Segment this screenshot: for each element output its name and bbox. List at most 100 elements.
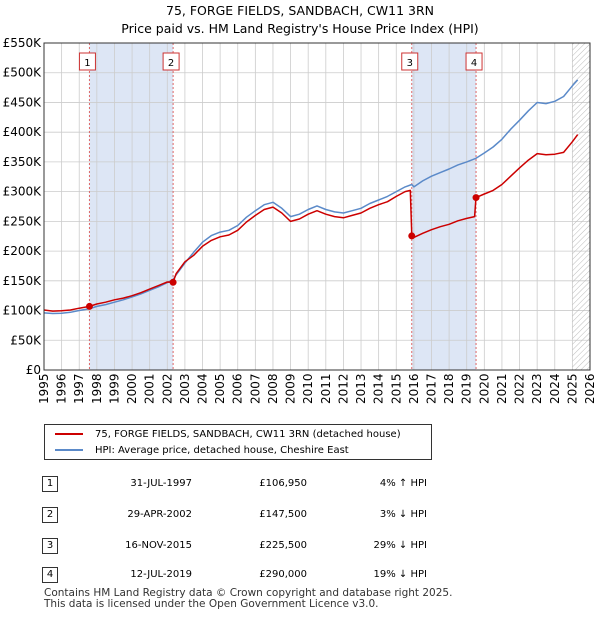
x-tick-label: 1995 [37,373,51,404]
x-tick-label: 2026 [583,373,597,404]
sale-number: 3 [42,538,58,554]
sale-date: 29-APR-2002 [127,509,192,520]
forecast-hatch [572,43,590,370]
x-tick-label: 2014 [372,373,386,404]
x-tick-label: 2002 [160,373,174,404]
sale-hpi-diff: 4% ↑ HPI [379,478,427,489]
sale-point-4 [472,194,480,202]
plot-frame [43,42,591,371]
x-tick-label: 1998 [90,373,104,404]
x-tick-label: 2011 [319,373,333,404]
sale-date: 16-NOV-2015 [125,540,192,551]
chart-title: 75, FORGE FIELDS, SANDBACH, CW11 3RN Pri… [0,2,600,38]
footer: Contains HM Land Registry data © Crown c… [44,588,452,610]
x-tick-label: 2024 [548,373,562,404]
sale-price: £106,950 [259,478,307,489]
footer-licence: This data is licensed under the Open Gov… [44,598,379,610]
x-tick-label: 2003 [178,373,192,404]
y-tick-label: £350K [3,155,43,169]
shaded-regions [44,43,590,370]
x-tick-label: 2019 [460,373,474,404]
x-tick-label: 2020 [477,373,491,404]
y-tick-label: £250K [3,214,43,228]
ownership-shade [89,43,174,370]
sale-number: 2 [42,507,58,523]
marker-box-1 [78,52,96,71]
y-tick-label: £500K [3,66,43,80]
legend-item-hpi: HPI: Average price, detached house, Ches… [55,443,349,459]
y-tick-label: £0 [26,363,41,377]
subtitle-line: Price paid vs. HM Land Registry's House … [121,21,479,36]
x-tick-label: 2009 [284,373,298,404]
legend-swatch-property [55,433,83,435]
x-tick-label: 2025 [565,373,579,404]
y-tick-label: £100K [3,304,43,318]
x-tick-label: 2018 [442,373,456,404]
forecast-region [572,43,590,370]
sale-hpi-diff: 19% ↓ HPI [373,569,427,580]
x-tick-label: 2021 [495,373,509,404]
y-tick-label: £150K [3,274,43,288]
hpi-line [43,79,579,315]
marker-box-3 [401,52,419,71]
x-tick-label: 1997 [72,373,86,404]
table-row: 3 16-NOV-2015 £225,500 29% ↓ HPI [42,536,442,556]
y-tick-label: £300K [3,185,43,199]
x-tick-label: 2012 [336,373,350,404]
y-tick-label: £550K [3,36,43,50]
sale-price: £290,000 [259,569,307,580]
sale-point-2 [169,278,177,286]
sale-point-3 [408,232,416,240]
marker-label-1: 1 [84,58,90,69]
legend: 75, FORGE FIELDS, SANDBACH, CW11 3RN (de… [44,424,432,460]
marker-label-2: 2 [168,58,174,69]
x-tick-label: 2006 [231,373,245,404]
y-tick-label: £450K [3,95,43,109]
y-tick-label: £200K [3,244,43,258]
x-tick-label: 2016 [407,373,421,404]
table-row: 2 29-APR-2002 £147,500 3% ↓ HPI [42,505,442,525]
x-tick-label: 2007 [248,373,262,404]
marker-box-2 [162,52,180,71]
x-tick-label: 2015 [389,373,403,404]
marker-label-4: 4 [471,58,477,69]
x-tick-label: 2013 [354,373,368,404]
marker-label-3: 3 [407,58,413,69]
table-row: 4 12-JUL-2019 £290,000 19% ↓ HPI [42,565,442,585]
x-tick-label: 2022 [513,373,527,404]
axes [43,42,591,371]
legend-item-property: 75, FORGE FIELDS, SANDBACH, CW11 3RN (de… [55,427,401,443]
ownership-shade [411,43,477,370]
y-tick-label: £400K [3,125,43,139]
x-tick-label: 2005 [213,373,227,404]
x-tick-label: 1999 [107,373,121,404]
sale-number: 1 [42,476,58,492]
sale-point-1 [85,302,93,310]
sale-points [85,194,480,310]
x-tick-label: 2000 [125,373,139,404]
sale-hpi-diff: 29% ↓ HPI [373,540,427,551]
title-line: 75, FORGE FIELDS, SANDBACH, CW11 3RN [166,3,434,18]
series-lines [43,79,579,315]
x-tick-label: 2010 [301,373,315,404]
marker-box-4 [465,52,483,71]
x-tick-label: 2023 [530,373,544,404]
footer-copyright: Contains HM Land Registry data © Crown c… [44,587,453,599]
table-row: 1 31-JUL-1997 £106,950 4% ↑ HPI [42,474,442,494]
property-line [43,134,579,312]
x-tick-label: 2004 [196,373,210,404]
sale-price: £147,500 [259,509,307,520]
x-tick-label: 2008 [266,373,280,404]
legend-label-hpi: HPI: Average price, detached house, Ches… [95,445,349,456]
sale-date: 31-JUL-1997 [130,478,192,489]
tick-labels: £0 £50K £100K £150K £200K £250K £300K £350K £400… [3,36,597,404]
chart: £0 £50K £100K £150K £200K £250K £300K £350K £400… [3,36,597,404]
sale-hpi-diff: 3% ↓ HPI [379,509,427,520]
sale-lines [88,43,477,370]
x-tick-label: 1996 [55,373,69,404]
sale-markers: 1 2 3 4 [78,52,483,71]
sale-price: £225,500 [259,540,307,551]
x-tick-label: 2017 [424,373,438,404]
sale-date: 12-JUL-2019 [130,569,192,580]
x-tick-label: 2001 [143,373,157,404]
